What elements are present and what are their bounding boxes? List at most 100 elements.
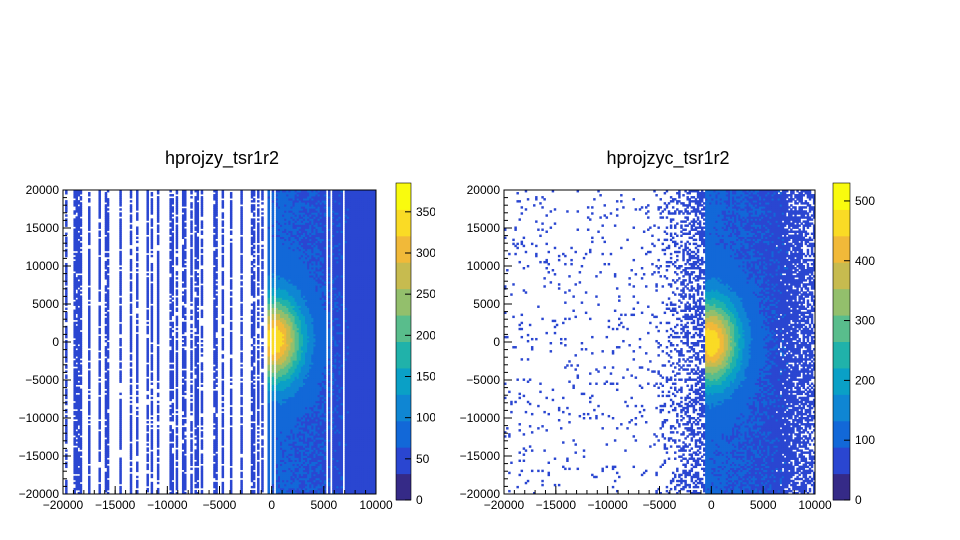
heatmap-cell — [257, 308, 259, 310]
heatmap-cell — [80, 295, 82, 297]
heatmap-cell — [190, 220, 192, 222]
heatmap-cell — [230, 308, 232, 310]
heatmap-cell — [88, 287, 90, 289]
heatmap-cell — [130, 303, 132, 305]
heatmap-cell — [65, 233, 67, 235]
heatmap-cell — [107, 480, 109, 482]
heatmap-cell — [157, 196, 159, 198]
heatmap-cell — [119, 267, 121, 269]
heatmap-cell — [172, 364, 174, 366]
heatmap-cell — [176, 271, 178, 273]
heatmap-cell — [240, 322, 242, 324]
heatmap-cell — [88, 476, 90, 478]
heatmap-cell — [176, 257, 178, 259]
heatmap-cell — [176, 389, 178, 391]
heatmap-cell — [197, 297, 199, 299]
heatmap-cell — [190, 340, 192, 342]
heatmap-cell — [261, 423, 263, 425]
heatmap-cell — [130, 362, 132, 364]
heatmap-cell — [230, 297, 232, 299]
heatmap-cell — [151, 251, 153, 253]
heatmap-cell — [119, 218, 121, 220]
heatmap-cell — [130, 462, 132, 464]
heatmap-cell — [80, 389, 82, 391]
heatmap-cell — [176, 224, 178, 226]
heatmap-cell — [201, 427, 203, 429]
heatmap-cell — [157, 383, 159, 385]
heatmap-cell — [190, 334, 192, 336]
heatmap-cell — [151, 389, 153, 391]
heatmap-cell — [190, 202, 192, 204]
heatmap-cell — [98, 378, 100, 380]
heatmap-cell — [176, 340, 178, 342]
heatmap-cell — [261, 308, 263, 310]
heatmap-cell — [136, 476, 138, 478]
heatmap-cell — [253, 346, 255, 348]
heatmap-cell — [98, 239, 100, 241]
heatmap-cell — [190, 399, 192, 401]
heatmap-cell — [240, 425, 242, 427]
heatmap-cell — [230, 407, 232, 409]
heatmap-cell — [172, 443, 174, 445]
heatmap-cell — [88, 421, 90, 423]
heatmap-cell — [261, 245, 263, 247]
heatmap-cell — [257, 287, 259, 289]
heatmap-cell — [107, 198, 109, 200]
heatmap-cell — [65, 415, 67, 417]
heatmap-cell — [88, 391, 90, 393]
heatmap-cell — [190, 235, 192, 237]
heatmap-cell — [257, 340, 259, 342]
heatmap-cell — [261, 358, 263, 360]
heatmap-cell — [230, 389, 232, 391]
heatmap-cell — [257, 478, 259, 480]
heatmap-cell — [130, 200, 132, 202]
heatmap-cell — [190, 413, 192, 415]
heatmap-cell — [98, 306, 100, 308]
heatmap-cell — [157, 488, 159, 490]
heatmap-cell — [136, 247, 138, 249]
heatmap-cell — [80, 332, 82, 334]
heatmap-cell — [230, 417, 232, 419]
heatmap-cell — [80, 287, 82, 289]
heatmap-cell — [88, 417, 90, 419]
heatmap-cell — [98, 291, 100, 293]
heatmap-cell — [130, 385, 132, 387]
heatmap-cell — [80, 229, 82, 231]
heatmap-cell — [184, 435, 186, 437]
heatmap-cell — [119, 324, 121, 326]
heatmap-cell — [65, 480, 67, 482]
heatmap-cell — [151, 451, 153, 453]
heatmap-cell — [176, 462, 178, 464]
heatmap-cell — [201, 453, 203, 455]
heatmap-cell — [257, 411, 259, 413]
heatmap-cell — [261, 439, 263, 441]
heatmap-cell — [88, 425, 90, 427]
heatmap-cell — [146, 255, 148, 257]
heatmap-cell — [65, 308, 67, 310]
heatmap-cell — [172, 214, 174, 216]
heatmap-cell — [240, 237, 242, 239]
heatmap-cell — [190, 403, 192, 405]
heatmap-cell — [240, 407, 242, 409]
heatmap-cell — [222, 354, 224, 356]
heatmap-cell — [190, 330, 192, 332]
heatmap-cell — [215, 281, 217, 283]
heatmap-cell — [222, 235, 224, 237]
heatmap-cell — [257, 208, 259, 210]
heatmap-cell — [88, 466, 90, 468]
heatmap-cell — [65, 374, 67, 376]
heatmap-cell — [176, 427, 178, 429]
heatmap-cell — [176, 328, 178, 330]
heatmap-cell — [257, 222, 259, 224]
heatmap-cell — [240, 255, 242, 257]
heatmap-cell — [119, 362, 121, 364]
heatmap-cell — [146, 464, 148, 466]
heatmap-cell — [197, 468, 199, 470]
heatmap-cell — [130, 368, 132, 370]
heatmap-cell — [184, 208, 186, 210]
heatmap-cell — [222, 413, 224, 415]
heatmap-cell — [98, 352, 100, 354]
heatmap-cell — [130, 354, 132, 356]
heatmap-cell — [107, 460, 109, 462]
heatmap-cell — [184, 261, 186, 263]
